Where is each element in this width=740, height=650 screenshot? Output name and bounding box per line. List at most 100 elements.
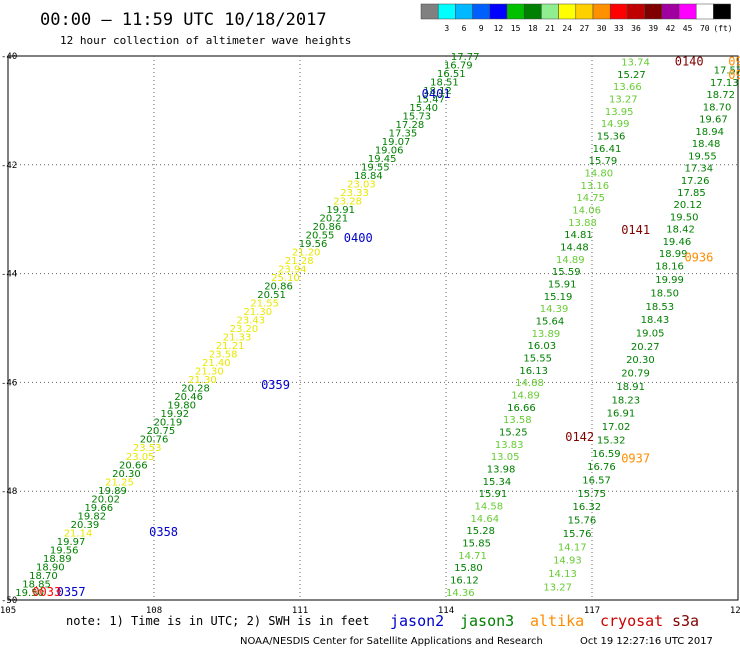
colorbar-box: [523, 3, 542, 20]
wave-height-value: 19.56: [299, 239, 328, 250]
pass-time-label: 0936: [684, 250, 713, 264]
wave-height-value: 15.36: [597, 131, 626, 142]
wave-height-value: 16.03: [527, 341, 556, 352]
footer-note: note: 1) Time is in UTC; 2) SWH is in fe…: [66, 614, 369, 628]
wave-height-value: 16.51: [437, 69, 466, 80]
wave-height-value: 16.13: [519, 366, 548, 377]
wave-height-value: 23.58: [209, 350, 238, 361]
chart-title: 00:00 – 11:59 UTC 10/18/2017: [40, 10, 327, 30]
wave-height-value: 16.32: [573, 502, 602, 513]
wave-height-value: 19.06: [375, 146, 404, 157]
wave-height-value: 16.59: [592, 449, 621, 460]
colorbar-label: 24: [562, 24, 572, 33]
wave-height-value: 14.36: [446, 588, 475, 599]
pass-time-label: 0358: [149, 525, 178, 539]
colorbar-label: 36: [631, 24, 641, 33]
wave-height-value: 18.90: [36, 562, 65, 573]
colorbar-label: 70: [700, 24, 710, 33]
colorbar-legend: 3 6 9 12 15 18 21 24 27 30 33 36 39 42 45 70 (ft): [420, 3, 733, 33]
footer-timestamp: Oct 19 12:27:16 UTC 2017: [580, 636, 713, 647]
y-tick-label: -42: [1, 161, 17, 171]
pass-time-label: 09: [728, 68, 740, 82]
wave-height-value: 14.99: [601, 119, 630, 130]
wave-height-value: 14.80: [585, 168, 614, 179]
wave-height-value: 19.67: [699, 115, 728, 126]
colorbar-box: [506, 3, 525, 20]
pass-time-label: 09: [728, 54, 740, 68]
wave-height-value: 15.76: [568, 516, 597, 527]
pass-time-label: 0140: [675, 54, 704, 68]
x-tick-label: 120: [730, 606, 740, 616]
wave-height-value: 14.39: [540, 304, 569, 315]
wave-height-value: 21.21: [216, 341, 245, 352]
wave-height-value: 14.89: [511, 390, 540, 401]
wave-height-value: 20.19: [154, 418, 183, 429]
wave-height-value: 15.55: [523, 353, 552, 364]
pass-time-label: 0142: [565, 430, 594, 444]
wave-height-value: 15.34: [483, 477, 512, 488]
wave-height-value: 19.50: [670, 212, 699, 223]
wave-height-value: 18.16: [655, 261, 684, 272]
wave-height-value: 17.26: [681, 176, 710, 187]
colorbar-box: [420, 3, 439, 20]
wave-height-value: 15.91: [479, 489, 508, 500]
wave-height-value: 14.17: [558, 542, 587, 553]
colorbar-box: [609, 3, 628, 20]
wave-height-value: 25.10: [271, 273, 300, 284]
wave-height-value: 15.85: [462, 539, 491, 550]
wave-height-value: 21.55: [250, 299, 279, 310]
x-tick-label: 111: [292, 606, 308, 616]
y-tick-label: -40: [1, 52, 17, 62]
satellite-legend-item: s3a: [672, 612, 699, 630]
wave-height-value: 20.28: [181, 384, 210, 395]
wave-height-value: 21.20: [292, 248, 321, 259]
wave-height-value: 15.19: [544, 292, 573, 303]
wave-height-value: 18.94: [695, 127, 724, 138]
wave-height-value: 14.81: [564, 230, 593, 241]
satellite-legend-item: altika: [530, 612, 584, 630]
colorbar-label: 33: [614, 24, 624, 33]
wave-height-value: 19.55: [361, 163, 390, 174]
wave-height-value: 18.70: [703, 102, 732, 113]
wave-height-value: 20.02: [91, 494, 120, 505]
wave-height-value: 19.80: [167, 401, 196, 412]
x-tick-label: 117: [584, 606, 600, 616]
wave-height-value: 21.30: [188, 375, 217, 386]
wave-height-value: 23.28: [333, 197, 362, 208]
wave-height-value: 14.13: [548, 569, 577, 580]
wave-height-value: 20.30: [112, 469, 141, 480]
wave-height-value: 17.57: [714, 66, 740, 77]
colorbar-box: [489, 3, 508, 20]
wave-height-value: 14.89: [556, 255, 585, 266]
footer-credit: NOAA/NESDIS Center for Satellite Applica…: [240, 636, 543, 647]
colorbar-box: [575, 3, 594, 20]
wave-height-value: 16.41: [593, 144, 622, 155]
wave-height-value: 21.28: [285, 256, 314, 267]
y-tick-label: -50: [1, 596, 17, 606]
wave-height-value: 23.43: [237, 316, 266, 327]
wave-height-value: 18.42: [666, 225, 695, 236]
wave-height-value: 19.89: [98, 486, 127, 497]
wave-height-value: 16.76: [587, 462, 616, 473]
wave-height-value: 13.27: [609, 94, 638, 105]
satellite-legend: jason2 jason3 altika cryosat s3a: [390, 612, 699, 630]
wave-height-value: 23.53: [133, 443, 162, 454]
pass-time-label: 0359: [261, 378, 290, 392]
colorbar-box: [695, 3, 714, 20]
wave-height-value: 13.58: [503, 415, 532, 426]
colorbar-box: [713, 3, 731, 20]
wave-height-value: 14.71: [458, 551, 487, 562]
wave-height-value: 21.30: [243, 307, 272, 318]
colorbar-unit: (ft): [713, 24, 732, 33]
colorbar-label: 45: [683, 24, 693, 33]
satellite-legend-item: cryosat: [600, 612, 663, 630]
wave-height-value: 14.64: [470, 514, 499, 525]
wave-height-value: 18.53: [646, 302, 675, 313]
wave-height-value: 14.88: [515, 378, 544, 389]
wave-height-value: 15.64: [536, 316, 565, 327]
wave-height-value: 20.46: [174, 392, 203, 403]
wave-height-tracks: 19.5018.8518.7018.9018.8919.5619.9721.14…: [15, 52, 740, 599]
wave-height-value: 15.40: [409, 103, 438, 114]
wave-height-value: 15.75: [577, 489, 606, 500]
